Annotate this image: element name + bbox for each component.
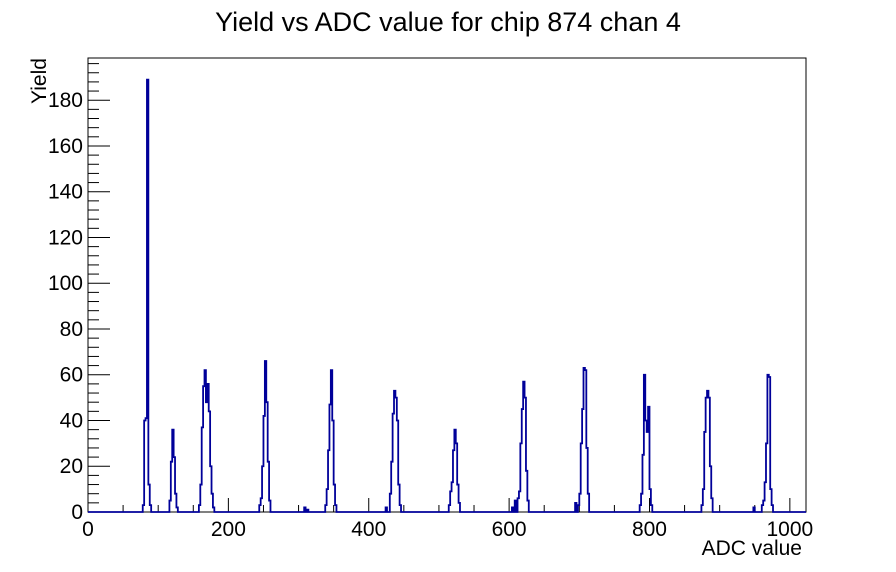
y-tick-label: 140 (48, 181, 83, 204)
x-tick-label: 0 (82, 518, 94, 541)
y-tick-label: 160 (48, 135, 83, 158)
y-tick-label: 40 (60, 409, 83, 432)
x-tick-label: 400 (351, 518, 386, 541)
x-tick-label: 1000 (766, 518, 813, 541)
y-tick-label: 100 (48, 272, 83, 295)
y-tick-label: 60 (60, 364, 83, 387)
y-tick-label: 120 (48, 226, 83, 249)
y-tick-label: 20 (60, 455, 83, 478)
x-tick-label: 600 (492, 518, 527, 541)
x-tick-label: 800 (632, 518, 667, 541)
y-axis-title: Yield (28, 58, 51, 104)
histogram-line (88, 78, 806, 513)
y-tick-label: 0 (71, 501, 83, 524)
x-tick-label: 200 (211, 518, 246, 541)
y-tick-label: 80 (60, 318, 83, 341)
y-tick-label: 180 (48, 89, 83, 112)
x-axis-title: ADC value (702, 537, 802, 560)
plot-frame (87, 57, 807, 513)
chart-title: Yield vs ADC value for chip 874 chan 4 (215, 7, 681, 37)
